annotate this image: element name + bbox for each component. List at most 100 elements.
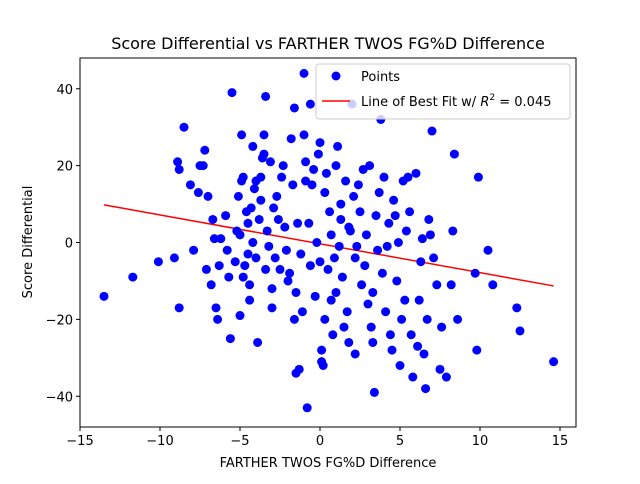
scatter-point bbox=[174, 303, 184, 313]
scatter-point bbox=[259, 130, 269, 140]
scatter-point bbox=[368, 287, 378, 297]
scatter-point bbox=[99, 291, 109, 301]
scatter-point bbox=[449, 149, 459, 159]
legend-fit-label-value: = 0.045 bbox=[495, 95, 551, 110]
scatter-point bbox=[267, 303, 277, 313]
scatter-point bbox=[246, 203, 256, 213]
scatter-point bbox=[277, 172, 287, 182]
scatter-point bbox=[227, 88, 237, 98]
scatter-point bbox=[512, 303, 522, 313]
scatter-point bbox=[379, 172, 389, 182]
scatter-point bbox=[280, 222, 290, 232]
scatter-point bbox=[256, 172, 266, 182]
scatter-point bbox=[350, 349, 360, 359]
scatter-point bbox=[312, 238, 322, 247]
legend-box bbox=[315, 63, 571, 120]
scatter-point bbox=[448, 226, 458, 236]
scatter-point bbox=[264, 241, 274, 251]
legend-points-marker bbox=[331, 71, 341, 81]
scatter-point bbox=[441, 372, 451, 382]
scatter-point bbox=[416, 257, 426, 267]
scatter-point bbox=[243, 218, 253, 228]
scatter-point bbox=[437, 322, 447, 332]
scatter-point bbox=[377, 268, 387, 278]
scatter-point bbox=[350, 253, 360, 263]
scatter-point bbox=[387, 345, 397, 355]
scatter-point bbox=[200, 145, 210, 155]
scatter-point bbox=[401, 226, 411, 236]
scatter-point bbox=[365, 161, 375, 171]
scatter-point bbox=[349, 191, 359, 201]
x-tick-label: −10 bbox=[146, 434, 173, 449]
scatter-point bbox=[253, 337, 263, 347]
scatter-point bbox=[224, 272, 234, 282]
scatter-point bbox=[392, 276, 402, 286]
scatter-point bbox=[185, 180, 195, 190]
scatter-point bbox=[315, 257, 325, 267]
scatter-point bbox=[307, 180, 317, 190]
scatter-point bbox=[262, 226, 272, 236]
scatter-point bbox=[321, 168, 331, 178]
scatter-point bbox=[294, 364, 304, 374]
scatter-point bbox=[235, 230, 245, 240]
scatter-point bbox=[305, 99, 315, 109]
scatter-point bbox=[261, 91, 271, 101]
scatter-point bbox=[251, 253, 261, 263]
scatter-point bbox=[360, 261, 370, 271]
scatter-point bbox=[173, 157, 183, 167]
scatter-point bbox=[179, 122, 189, 132]
scatter-point bbox=[413, 341, 423, 351]
scatter-point bbox=[336, 199, 346, 209]
scatter-point bbox=[288, 180, 298, 190]
scatter-point bbox=[421, 384, 431, 394]
scatter-point bbox=[259, 149, 269, 159]
scatter-point bbox=[342, 307, 352, 317]
scatter-point bbox=[422, 314, 432, 324]
scatter-point bbox=[331, 287, 341, 297]
scatter-point bbox=[309, 164, 319, 174]
scatter-point bbox=[291, 287, 301, 297]
scatter-point bbox=[371, 211, 381, 221]
scatter-point bbox=[313, 149, 323, 159]
scatter-point bbox=[225, 334, 235, 344]
scatter-point bbox=[344, 337, 354, 347]
scatter-point bbox=[318, 361, 328, 370]
scatter-point bbox=[240, 261, 250, 271]
x-axis-label: FARTHER TWOS FG%D Difference bbox=[220, 456, 437, 471]
scatter-point bbox=[203, 191, 213, 201]
legend-fit-label-r: R bbox=[480, 95, 489, 110]
scatter-point bbox=[483, 245, 493, 255]
scatter-point bbox=[153, 257, 163, 267]
scatter-point bbox=[238, 172, 248, 182]
scatter-point bbox=[382, 241, 392, 251]
scatter-point bbox=[235, 311, 245, 321]
scatter-point bbox=[243, 249, 253, 259]
y-tick-label: −20 bbox=[46, 313, 73, 328]
scatter-point bbox=[317, 345, 327, 355]
scatter-point bbox=[174, 164, 184, 174]
scatter-point bbox=[289, 103, 299, 113]
scatter-point bbox=[286, 134, 296, 144]
x-axis-ticks: −15 −10 −5 0 5 10 15 bbox=[66, 427, 568, 449]
scatter-point bbox=[193, 188, 203, 198]
scatter-point bbox=[221, 211, 231, 221]
scatter-point bbox=[417, 234, 427, 244]
scatter-point bbox=[296, 249, 306, 259]
scatter-point bbox=[419, 349, 429, 359]
scatter-point bbox=[488, 280, 498, 290]
scatter-point bbox=[385, 330, 395, 340]
scatter-point bbox=[293, 218, 303, 228]
x-tick-label: −5 bbox=[230, 434, 249, 449]
scatter-point bbox=[238, 272, 248, 282]
scatter-point bbox=[384, 218, 394, 228]
scatter-point bbox=[272, 191, 282, 201]
scatter-point bbox=[366, 322, 376, 332]
scatter-point bbox=[206, 280, 216, 290]
scatter-point bbox=[334, 241, 344, 251]
y-axis-label: Score Differential bbox=[21, 186, 36, 299]
scatter-point bbox=[432, 280, 442, 290]
scatter-point bbox=[425, 230, 435, 240]
scatter-point bbox=[208, 214, 218, 224]
